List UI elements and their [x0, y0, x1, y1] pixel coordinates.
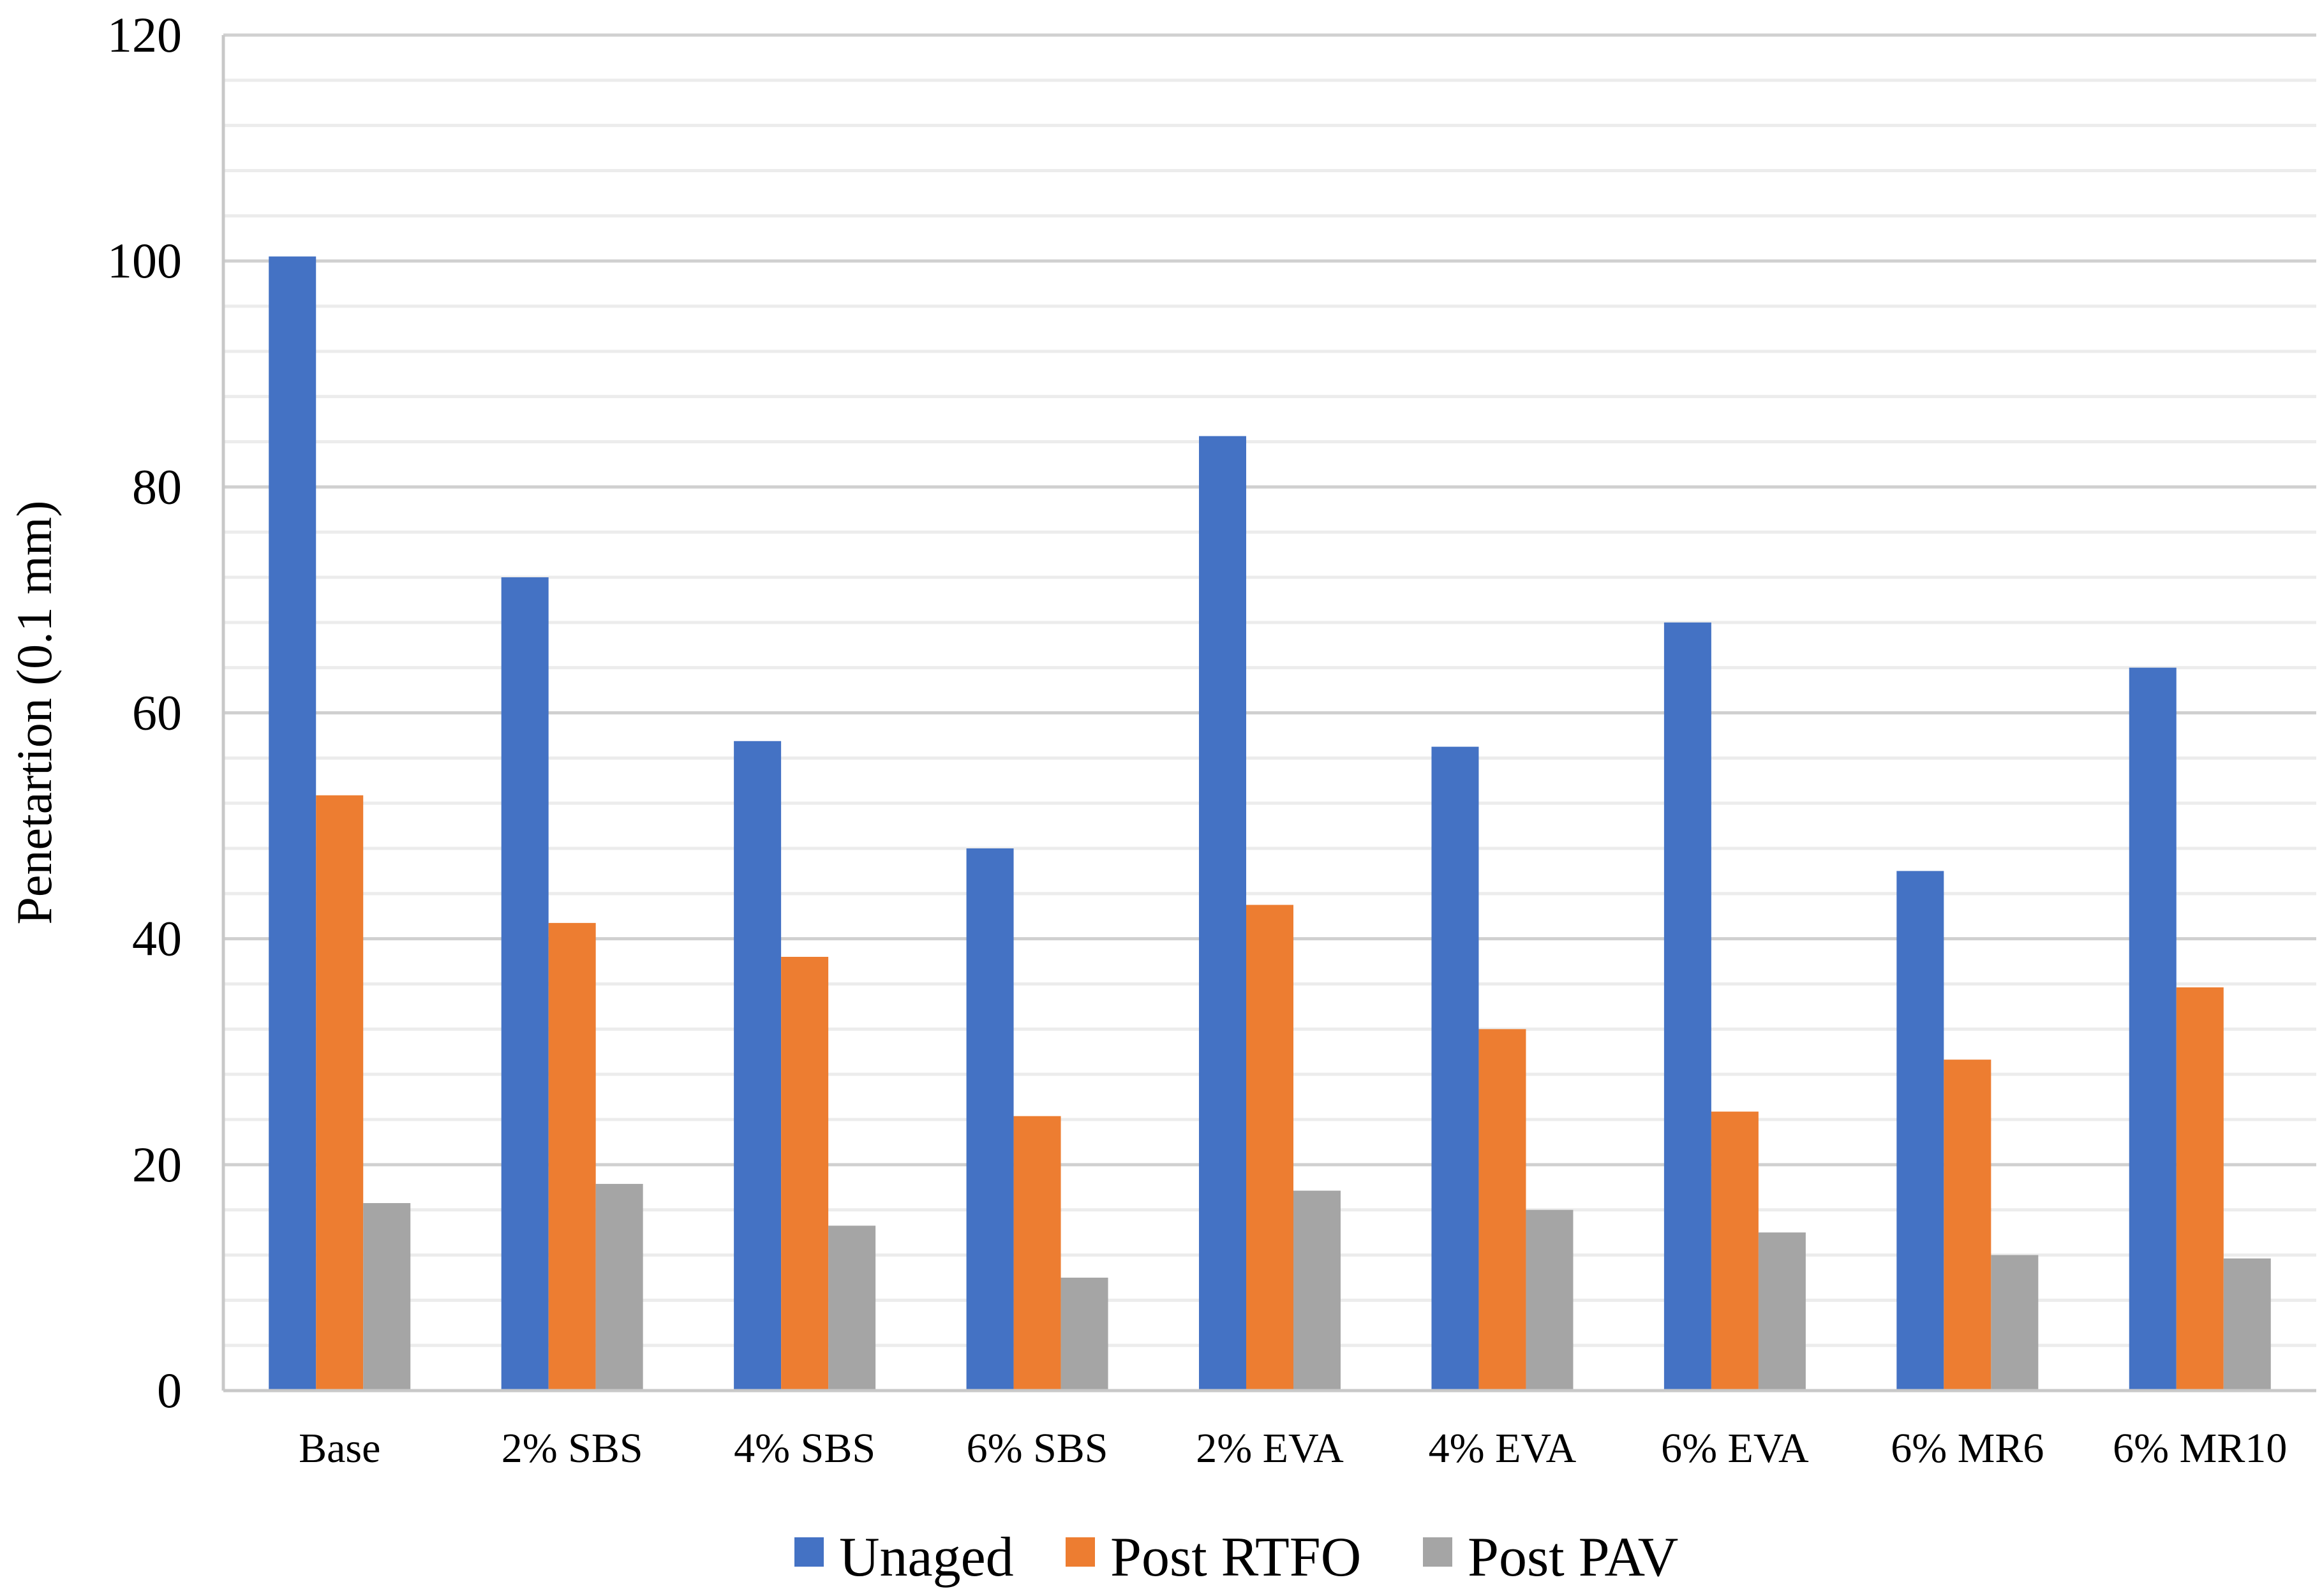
legend: Unaged Post RTFO Post PAV [794, 1526, 1678, 1588]
y-axis-title: Penetartion (0.1 mm) [6, 500, 62, 924]
bar-unaged [269, 256, 316, 1391]
bar-post-rtfo [781, 957, 829, 1391]
y-tick-label: 20 [132, 1137, 182, 1192]
y-tick-label: 80 [132, 459, 182, 514]
y-axis-ticks: 0 20 40 60 80 100 120 [107, 7, 182, 1418]
y-tick-label: 100 [107, 233, 182, 288]
bar-post-rtfo [548, 922, 596, 1391]
x-category-label: 4% EVA [1429, 1425, 1577, 1472]
bars [269, 256, 2271, 1391]
x-category-label: 6% SBS [967, 1425, 1108, 1472]
bar-unaged [734, 741, 782, 1391]
legend-label: Post PAV [1468, 1526, 1678, 1588]
bar-unaged [1896, 871, 1944, 1391]
legend-label: Post RTFO [1110, 1526, 1361, 1588]
bar-post-rtfo [316, 795, 364, 1391]
legend-swatch [794, 1537, 824, 1567]
x-category-label: 2% EVA [1196, 1425, 1344, 1472]
x-category-label: 4% SBS [734, 1425, 875, 1472]
bar-post-pav [1758, 1232, 1806, 1391]
bar-unaged [1663, 622, 1711, 1391]
legend-swatch [1423, 1537, 1452, 1567]
bar-post-rtfo [1246, 905, 1293, 1391]
bar-post-rtfo [1711, 1111, 1759, 1391]
y-tick-label: 60 [132, 685, 182, 741]
x-axis-category-labels: Base 2% SBS 4% SBS 6% SBS 2% EVA 4% EVA 6% EVA… [299, 1425, 2287, 1472]
bar-post-rtfo [2176, 987, 2224, 1391]
bar-post-pav [363, 1203, 411, 1391]
bar-post-pav [2223, 1258, 2271, 1391]
bar-post-pav [1526, 1209, 1574, 1391]
legend-label: Unaged [839, 1526, 1014, 1588]
y-tick-label: 40 [132, 911, 182, 966]
bar-post-pav [1061, 1277, 1108, 1391]
y-tick-label: 0 [157, 1363, 182, 1418]
legend-swatch [1066, 1537, 1095, 1567]
bar-post-pav [828, 1225, 876, 1391]
bar-unaged [1431, 746, 1479, 1391]
x-category-label: 6% MR10 [2113, 1425, 2287, 1472]
bar-unaged [2129, 667, 2177, 1391]
bar-unaged [501, 577, 549, 1391]
bar-post-pav [595, 1183, 643, 1391]
bar-post-pav [1293, 1190, 1341, 1391]
bar-post-rtfo [1478, 1029, 1526, 1391]
bar-post-rtfo [1944, 1060, 1991, 1391]
x-category-label: 6% MR6 [1891, 1425, 2044, 1472]
x-category-label: Base [299, 1425, 380, 1472]
x-category-label: 6% EVA [1661, 1425, 1809, 1472]
x-category-label: 2% SBS [502, 1425, 643, 1472]
bar-unaged [1199, 436, 1246, 1391]
bar-post-rtfo [1013, 1116, 1061, 1391]
y-tick-label: 120 [107, 7, 182, 63]
bar-unaged [966, 848, 1014, 1391]
bar-post-pav [1991, 1255, 2039, 1391]
